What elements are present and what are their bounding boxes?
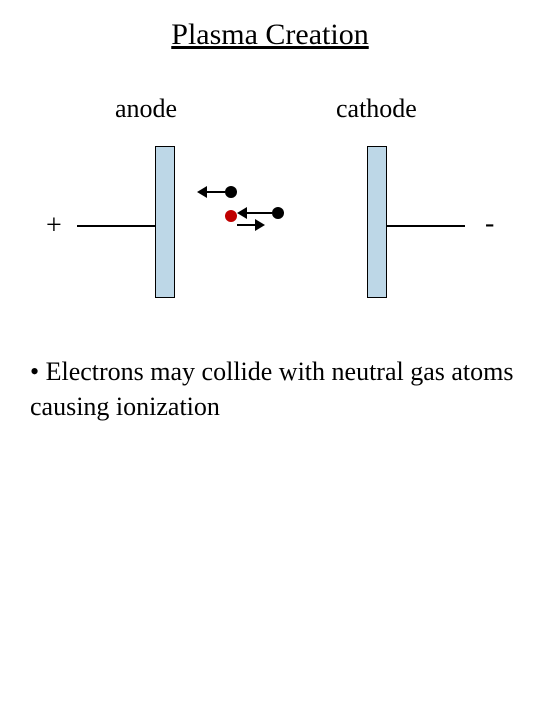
anode-label: anode bbox=[115, 94, 177, 124]
arrow-bot-head bbox=[255, 219, 265, 231]
cathode-electrode bbox=[367, 146, 387, 298]
arrow-mid-head bbox=[237, 207, 247, 219]
wire-right bbox=[387, 225, 465, 227]
anode-electrode bbox=[155, 146, 175, 298]
arrow-mid-line bbox=[247, 212, 272, 214]
page-title: Plasma Creation bbox=[0, 18, 540, 52]
cathode-label: cathode bbox=[336, 94, 417, 124]
bullet-text: • Electrons may collide with neutral gas… bbox=[30, 354, 520, 424]
particle-electron-top bbox=[225, 186, 237, 198]
particle-ion bbox=[225, 210, 237, 222]
plus-label: + bbox=[46, 210, 62, 242]
minus-label: - bbox=[485, 208, 494, 240]
wire-left bbox=[77, 225, 155, 227]
arrow-top-line bbox=[207, 191, 225, 193]
arrow-bot-line bbox=[237, 224, 255, 226]
particle-electron-right bbox=[272, 207, 284, 219]
arrow-top-head bbox=[197, 186, 207, 198]
